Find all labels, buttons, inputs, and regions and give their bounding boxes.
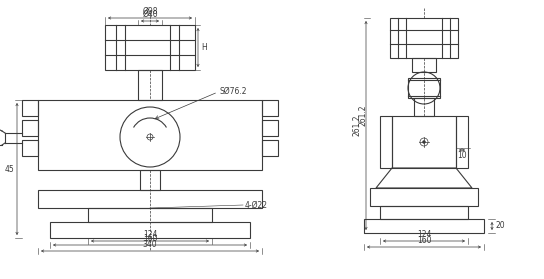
Text: 340: 340 bbox=[143, 240, 157, 249]
Bar bbox=[138, 70, 162, 100]
Text: 160: 160 bbox=[143, 234, 157, 243]
Bar bbox=[50, 222, 250, 238]
Circle shape bbox=[423, 141, 425, 143]
Bar bbox=[140, 170, 160, 190]
Text: 124: 124 bbox=[143, 230, 157, 239]
Text: 10: 10 bbox=[457, 151, 467, 160]
Bar bbox=[38, 190, 262, 208]
Bar bbox=[408, 78, 440, 98]
Bar bbox=[456, 116, 468, 168]
Text: 45: 45 bbox=[4, 165, 14, 174]
Bar bbox=[380, 116, 392, 168]
Text: Ø40: Ø40 bbox=[142, 10, 158, 19]
Bar bbox=[412, 58, 436, 72]
Text: SØ76.2: SØ76.2 bbox=[220, 86, 248, 95]
Text: 261.2: 261.2 bbox=[353, 114, 362, 136]
Bar bbox=[392, 116, 456, 168]
Bar bbox=[380, 206, 468, 219]
Bar bbox=[370, 188, 478, 206]
Text: H: H bbox=[201, 43, 207, 52]
Bar bbox=[38, 100, 262, 170]
Bar bbox=[88, 208, 212, 222]
Bar bbox=[22, 140, 38, 156]
Bar bbox=[262, 140, 278, 156]
Text: Ø98: Ø98 bbox=[142, 7, 158, 16]
Bar bbox=[414, 98, 434, 116]
Bar bbox=[262, 120, 278, 136]
Text: 124: 124 bbox=[417, 230, 431, 239]
Bar bbox=[22, 120, 38, 136]
Bar bbox=[105, 25, 195, 70]
Bar bbox=[262, 100, 278, 116]
Bar bbox=[22, 100, 38, 116]
Text: 261.2: 261.2 bbox=[358, 104, 368, 126]
Text: 4-Ø22: 4-Ø22 bbox=[245, 201, 268, 210]
Bar bbox=[364, 219, 484, 233]
Text: 160: 160 bbox=[417, 236, 431, 245]
Text: 20: 20 bbox=[495, 222, 505, 230]
Bar bbox=[390, 18, 458, 58]
